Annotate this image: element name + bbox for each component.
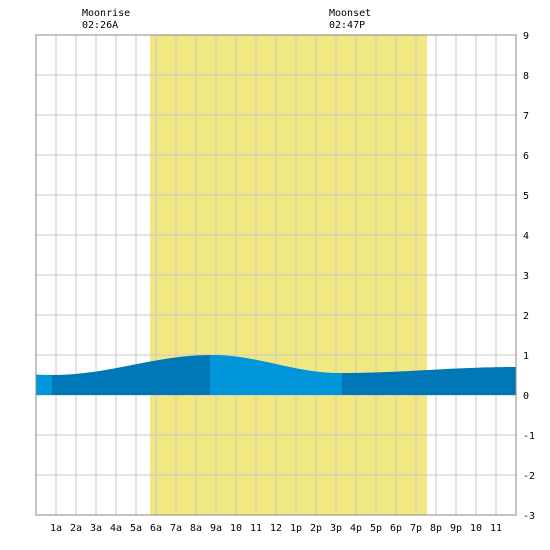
x-tick-label: 4a	[110, 523, 122, 534]
y-tick-label: -3	[523, 511, 535, 522]
y-tick-label: 8	[523, 71, 529, 82]
y-tick-label: 9	[523, 31, 529, 42]
y-tick-label: 1	[523, 351, 529, 362]
y-tick-label: 6	[523, 151, 529, 162]
x-tick-label: 8p	[430, 523, 442, 534]
tide-segment	[210, 355, 342, 395]
y-tick-label: 2	[523, 311, 529, 322]
y-tick-label: 3	[523, 271, 529, 282]
y-tick-label: 5	[523, 191, 529, 202]
x-tick-label: 3a	[90, 523, 102, 534]
x-tick-label: 8a	[190, 523, 202, 534]
x-tick-label: 3p	[330, 523, 342, 534]
y-tick-label: 0	[523, 391, 529, 402]
x-tick-label: 11	[250, 523, 262, 534]
moonrise-time: 02:26A	[82, 20, 118, 31]
y-tick-label: -2	[523, 471, 535, 482]
moonrise-label: Moonrise	[82, 8, 130, 19]
x-tick-label: 10	[470, 523, 482, 534]
y-tick-label: -1	[523, 431, 535, 442]
x-tick-label: 6a	[150, 523, 162, 534]
x-tick-label: 12	[270, 523, 282, 534]
tide-segment	[52, 355, 210, 395]
x-tick-label: 2a	[70, 523, 82, 534]
x-tick-label: 5a	[130, 523, 142, 534]
x-tick-label: 1p	[290, 523, 302, 534]
tide-segment	[36, 374, 52, 395]
x-tick-label: 5p	[370, 523, 382, 534]
x-tick-label: 9p	[450, 523, 462, 534]
x-tick-label: 7a	[170, 523, 182, 534]
y-tick-label: 7	[523, 111, 529, 122]
tide-segment	[342, 367, 516, 395]
x-tick-label: 1a	[50, 523, 62, 534]
y-tick-label: 4	[523, 231, 529, 242]
moonset-time: 02:47P	[329, 20, 365, 31]
moonset-label: Moonset	[329, 8, 371, 19]
x-tick-label: 11	[490, 523, 502, 534]
x-tick-label: 10	[230, 523, 242, 534]
x-tick-label: 9a	[210, 523, 222, 534]
x-tick-label: 7p	[410, 523, 422, 534]
plot-border	[35, 34, 517, 516]
x-tick-label: 4p	[350, 523, 362, 534]
x-tick-label: 2p	[310, 523, 322, 534]
x-tick-label: 6p	[390, 523, 402, 534]
